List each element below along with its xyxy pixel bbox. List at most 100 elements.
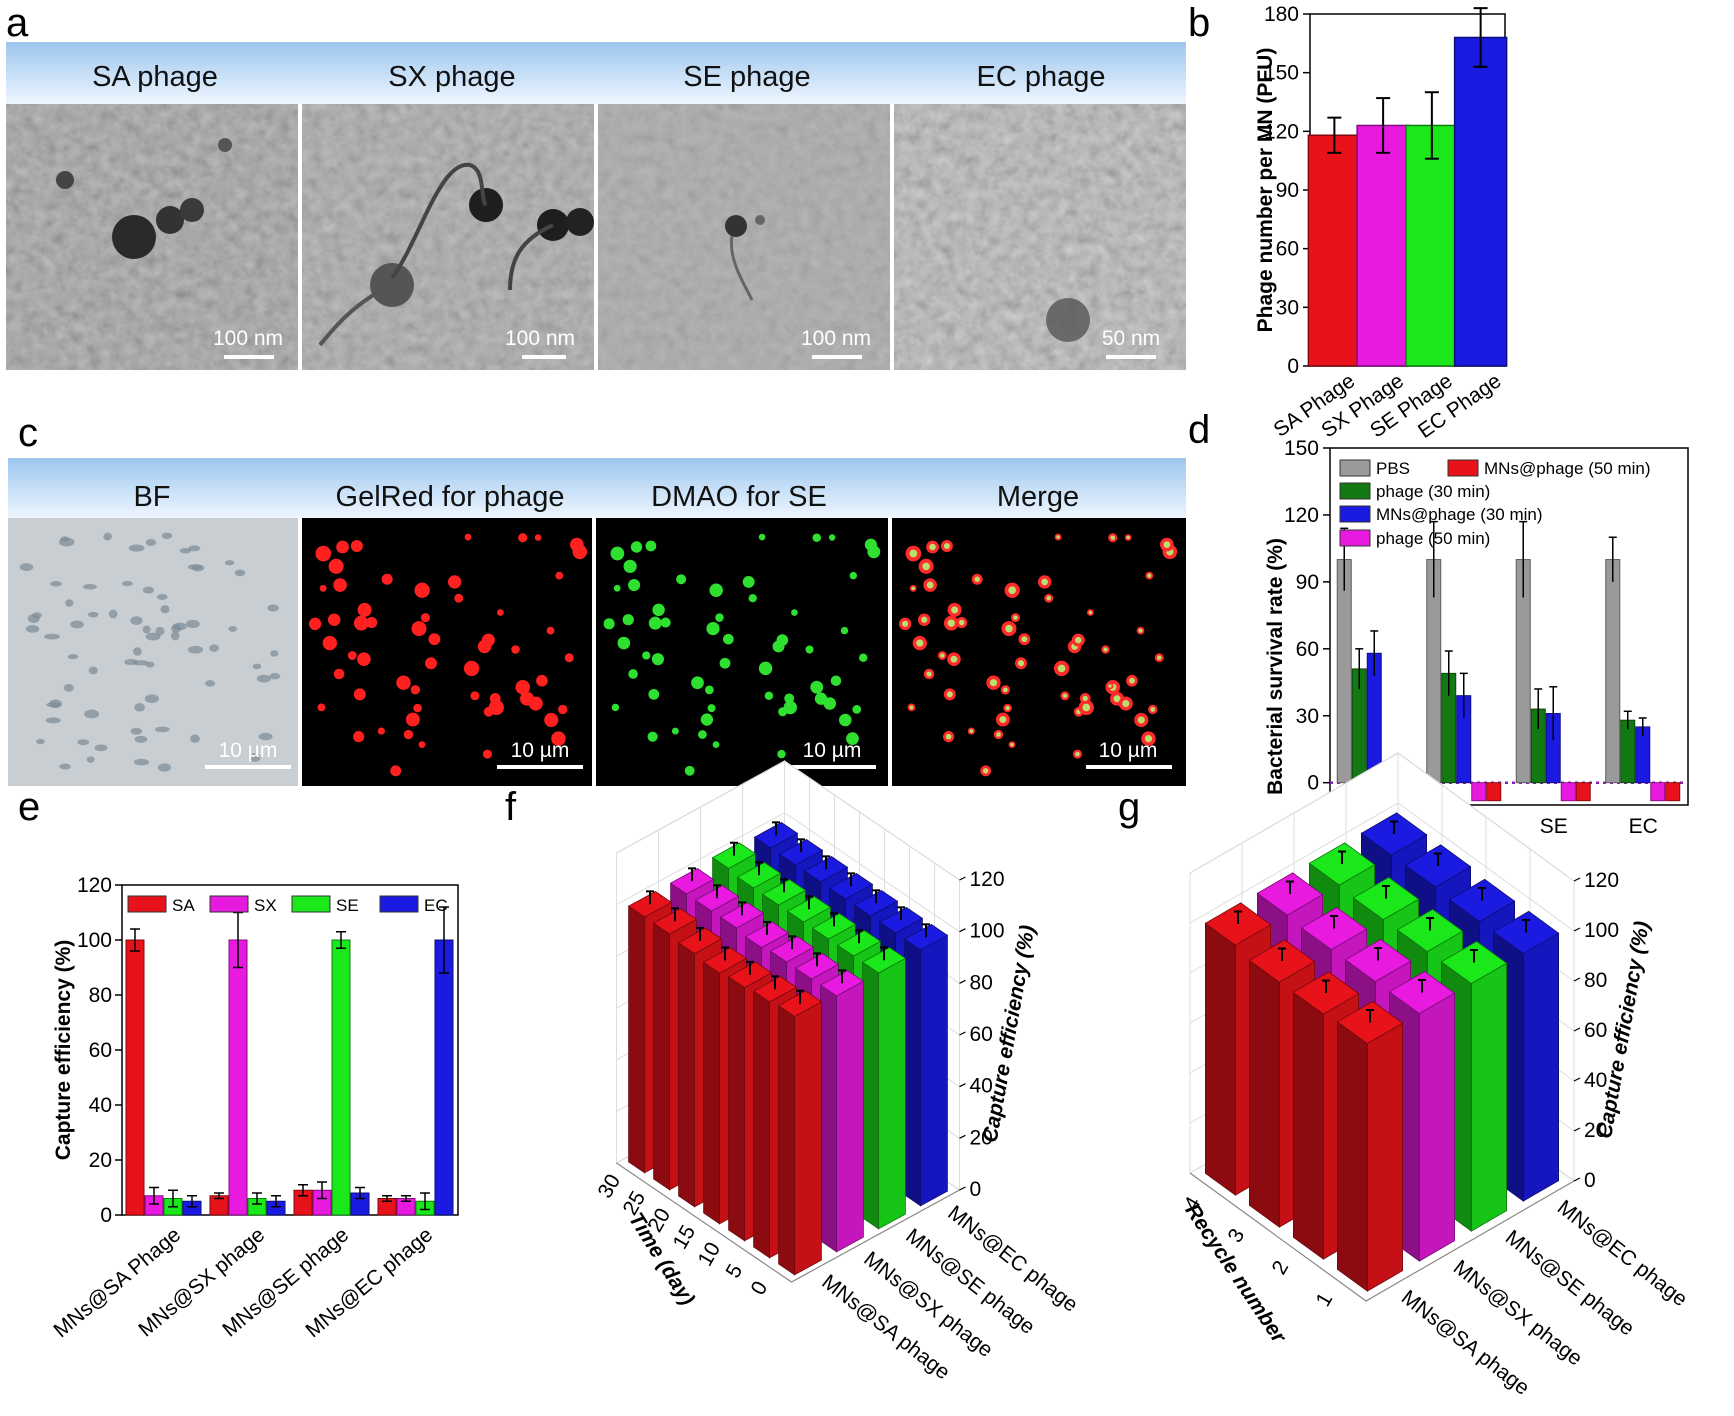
bf-cell: [59, 763, 71, 770]
chartG-ztick-label: 80: [1584, 969, 1607, 992]
merge-spot-core: [1103, 647, 1108, 652]
chart-e-ylabel: Capture efficiency (%): [52, 940, 75, 1161]
merge-spot-core: [1010, 742, 1014, 747]
chartG-bar-front: [1366, 1022, 1403, 1292]
bf-cell: [67, 654, 79, 660]
panel-letter-f: f: [505, 785, 517, 829]
chartF-xtick-label: 10: [694, 1238, 726, 1270]
chart-b-bar: [1453, 36, 1508, 367]
gelred-spot: [536, 674, 548, 687]
gelred-spot: [425, 657, 437, 670]
chart-d-bar: [1560, 782, 1576, 802]
merge-spot-core: [945, 733, 952, 740]
merge-spot-core: [1113, 695, 1121, 703]
chart-d-bar: [1650, 782, 1666, 802]
bf-cell: [145, 632, 161, 641]
scalebar-label-a1: 100 nm: [213, 327, 283, 350]
bf-cell: [45, 717, 61, 724]
dmao-spot: [812, 533, 822, 542]
gelred-spot: [518, 533, 528, 543]
bf-cell: [170, 631, 180, 641]
bf-cell: [224, 560, 235, 566]
bf-cell: [87, 611, 99, 618]
merge-spot-core: [1062, 693, 1068, 699]
bf-cell: [84, 709, 100, 719]
dmao-spot: [610, 546, 625, 561]
chart-b-ytick-label: 60: [1276, 238, 1299, 261]
merge-spot-core: [1041, 578, 1048, 586]
tem-image-sx: [302, 104, 594, 370]
panel-a-header-band: [6, 42, 1186, 104]
gelred-spot: [333, 578, 347, 592]
merge-spot-core: [911, 586, 915, 591]
chart-e-ytick-label: 60: [89, 1039, 112, 1062]
chartF-ztick: [959, 1083, 966, 1088]
chart-e-ytick-label: 40: [89, 1094, 112, 1117]
chart-e-bar: [434, 939, 454, 1216]
chartG-ztick-label: 0: [1584, 1169, 1596, 1192]
chart-e-legend-swatch: [291, 895, 331, 913]
bf-cell: [188, 545, 201, 552]
scalebar-c2: [497, 765, 583, 769]
chart-d-legend-label: phage (50 min): [1376, 529, 1490, 548]
chartG-bar-front: [1522, 932, 1559, 1202]
merge-spot-core: [1138, 628, 1143, 633]
gelred-spot: [555, 571, 564, 580]
gelred-spot: [390, 765, 402, 777]
chart-e-legend-swatch: [379, 895, 419, 913]
bf-cell: [134, 735, 148, 743]
panel-a-header-se: SE phage: [683, 61, 810, 93]
gelred-spot: [350, 540, 363, 552]
dmao-spot: [777, 749, 786, 759]
gelred-spot: [470, 691, 480, 701]
chartF-xtick-label: 30: [594, 1170, 626, 1202]
dmao-spot: [691, 676, 704, 690]
dmao-spot: [617, 636, 631, 650]
chart-d-ytick-label: 30: [1296, 705, 1319, 728]
scalebar-label-a4: 50 nm: [1102, 327, 1160, 350]
gelred-spot: [511, 645, 520, 654]
bf-cell: [155, 626, 165, 636]
chart-b-bar: [1356, 124, 1410, 367]
merge-spot-core: [1056, 535, 1060, 539]
bf-cell: [65, 599, 74, 607]
dmao-spot: [648, 616, 662, 630]
merge-spot-core: [1088, 610, 1093, 615]
dmao-spot: [613, 584, 621, 592]
gelred-spot: [558, 704, 568, 715]
chart-e-ytick-label: 0: [100, 1204, 112, 1227]
gelred-spot: [308, 617, 322, 631]
chartG-ztick-label: 40: [1584, 1069, 1607, 1092]
panel-letter-d: d: [1188, 408, 1210, 452]
chartF-ztick: [959, 876, 966, 881]
chart-d-bar: [1336, 559, 1352, 784]
scalebar-c1: [205, 765, 291, 769]
chart-d-bar: [1665, 782, 1681, 802]
gelred-spot: [328, 558, 344, 574]
gelred-spot: [564, 653, 574, 663]
chartF-bar-side: [628, 905, 645, 1174]
dmao-spot: [630, 541, 643, 553]
chart-d-legend-label: MNs@phage (30 min): [1376, 505, 1543, 524]
merge-spot-core: [946, 691, 953, 698]
panel-letter-b: b: [1188, 1, 1210, 45]
gelred-spot: [551, 731, 566, 746]
bf-cell: [160, 605, 170, 614]
merge-spot-core: [958, 619, 965, 626]
chartF-bar-side: [778, 1004, 795, 1276]
dmao-spot: [684, 765, 695, 776]
chart-d-legend-swatch: [1339, 505, 1371, 523]
bf-cell: [49, 699, 62, 709]
dmao-spot: [712, 741, 720, 748]
merge-spot-core: [1082, 695, 1088, 702]
bf-cell: [94, 744, 108, 752]
dmao-spot: [660, 617, 671, 628]
chartG-ztick-label: 20: [1584, 1119, 1607, 1142]
bf-cell: [133, 758, 150, 766]
merge-spot-core: [1150, 707, 1156, 712]
gelred-spot: [366, 617, 378, 629]
merge-spot-core: [1003, 687, 1008, 693]
chart-e-legend-label: SA: [172, 896, 195, 915]
